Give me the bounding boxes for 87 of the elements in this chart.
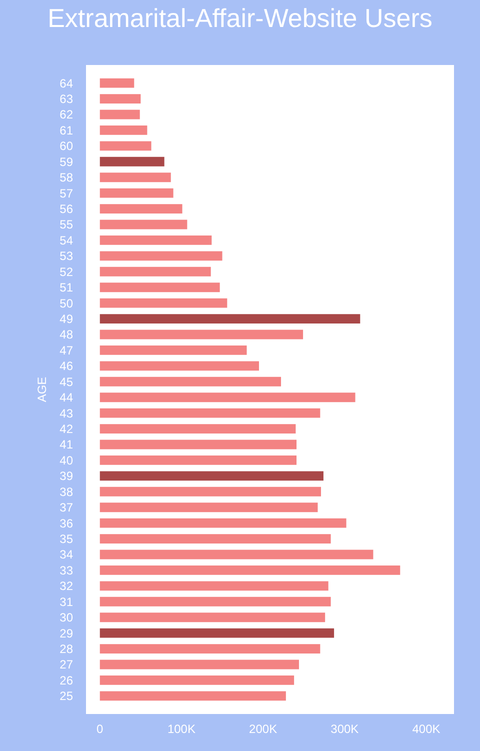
y-tick-label: 33 (60, 563, 74, 578)
y-tick-label: 50 (60, 296, 74, 310)
bar (100, 94, 141, 104)
bar (100, 392, 356, 402)
y-tick-label: 37 (60, 500, 74, 515)
bar (100, 346, 247, 355)
y-tick-label: 26 (60, 673, 74, 688)
y-tick-label: 35 (60, 532, 74, 546)
y-tick-label: 28 (60, 642, 74, 656)
chart-title: Extramarital-Affair-Website Users (48, 3, 432, 34)
bar (100, 424, 296, 434)
bar (100, 376, 282, 386)
bar (100, 596, 331, 606)
bar (100, 518, 346, 528)
x-tick-label: 100K (167, 722, 196, 736)
y-tick-label: 31 (60, 594, 74, 609)
bar (100, 361, 259, 371)
y-tick-label: 59 (60, 154, 74, 169)
y-tick-label: 34 (60, 548, 74, 562)
bar (100, 676, 294, 685)
bar (100, 110, 140, 120)
y-tick-label: 45 (60, 374, 74, 389)
bar (100, 550, 374, 560)
bar (100, 314, 360, 324)
y-tick-label: 27 (60, 658, 74, 672)
bar (100, 298, 228, 308)
bar (100, 220, 188, 230)
bar (100, 78, 134, 88)
y-tick-label: 58 (60, 170, 74, 185)
y-tick-label: 60 (60, 139, 74, 154)
bar (100, 612, 326, 622)
bar (100, 204, 182, 214)
bar (100, 141, 152, 151)
bar (100, 628, 334, 638)
y-tick-label: 63 (60, 92, 74, 106)
y-tick-label: 44 (60, 390, 74, 405)
x-tick-label: 400K (412, 722, 440, 736)
y-tick-label: 57 (60, 186, 74, 200)
y-tick-label: 25 (60, 689, 74, 704)
y-tick-label: 51 (60, 280, 74, 295)
y-tick-label: 47 (60, 343, 74, 358)
bar (100, 471, 324, 481)
bar (100, 566, 400, 575)
bar (100, 581, 328, 591)
bar (100, 282, 220, 292)
bar (100, 188, 174, 198)
bar (100, 502, 318, 512)
bar (100, 330, 304, 340)
y-tick-label: 38 (60, 484, 74, 499)
y-tick-label: 55 (60, 218, 74, 232)
bar (100, 408, 320, 418)
x-tick-label: 200K (249, 722, 278, 736)
y-tick-label: 46 (60, 359, 74, 374)
y-tick-label: 39 (60, 469, 74, 484)
bar (100, 266, 211, 276)
bar (100, 251, 222, 261)
y-tick-label: 64 (60, 76, 74, 90)
y-tick-label: 36 (60, 516, 74, 530)
bar (100, 126, 148, 135)
y-axis-title: AGE (34, 376, 49, 402)
y-tick-label: 42 (60, 422, 74, 436)
bar (100, 172, 171, 182)
x-tick-label: 300K (330, 722, 359, 736)
bar (100, 534, 331, 544)
y-tick-label: 29 (60, 626, 74, 640)
bar (100, 660, 299, 670)
y-tick-label: 48 (60, 328, 74, 342)
y-tick-label: 56 (60, 202, 74, 216)
y-tick-label: 61 (60, 123, 74, 138)
bar (100, 456, 297, 465)
y-tick-label: 30 (60, 610, 74, 625)
y-tick-label: 54 (60, 233, 74, 248)
y-tick-label: 53 (60, 249, 74, 264)
bar (100, 236, 212, 245)
bar (100, 440, 297, 450)
y-tick-label: 32 (60, 579, 74, 594)
y-tick-label: 40 (60, 453, 74, 468)
y-tick-label: 49 (60, 312, 74, 326)
bar (100, 644, 320, 654)
y-tick-label: 62 (60, 108, 74, 122)
bar (100, 691, 286, 701)
x-tick-label: 0 (96, 722, 104, 736)
y-tick-label: 52 (60, 264, 74, 279)
bar (100, 156, 164, 166)
y-tick-label: 43 (60, 406, 74, 420)
y-tick-label: 41 (60, 438, 74, 452)
bar (100, 486, 321, 496)
